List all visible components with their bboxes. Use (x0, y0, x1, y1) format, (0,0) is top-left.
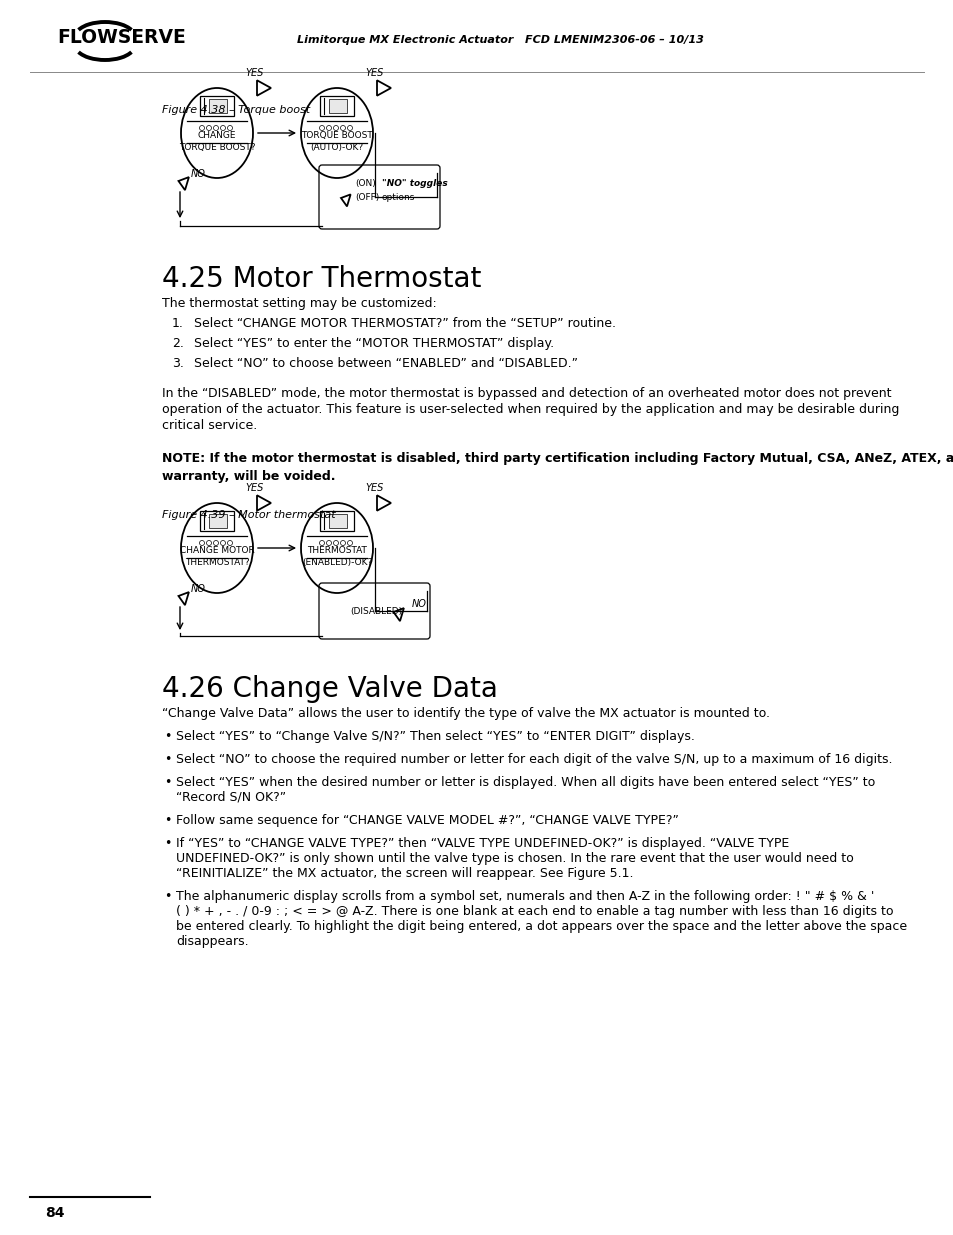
Text: ( ) * + , - . / 0-9 : ; < = > @ A-Z. There is one blank at each end to enable a : ( ) * + , - . / 0-9 : ; < = > @ A-Z. The… (175, 905, 893, 918)
Text: options: options (381, 193, 415, 203)
Text: YES: YES (365, 68, 384, 78)
Text: NOTE: If the motor thermostat is disabled, third party certification including F: NOTE: If the motor thermostat is disable… (162, 452, 953, 466)
Text: Limitorque MX Electronic Actuator   FCD LMENIM2306-06 – 10/13: Limitorque MX Electronic Actuator FCD LM… (296, 35, 702, 44)
Text: NO: NO (412, 599, 426, 609)
Text: Figure 4.38 – Torque boost: Figure 4.38 – Torque boost (162, 105, 310, 115)
Text: “Change Valve Data” allows the user to identify the type of valve the MX actuato: “Change Valve Data” allows the user to i… (162, 706, 769, 720)
Text: NO: NO (191, 169, 206, 179)
Text: operation of the actuator. This feature is user-selected when required by the ap: operation of the actuator. This feature … (162, 403, 899, 416)
Text: Select “YES” to “Change Valve S/N?” Then select “YES” to “ENTER DIGIT” displays.: Select “YES” to “Change Valve S/N?” Then… (175, 730, 694, 743)
Text: YES: YES (246, 68, 264, 78)
FancyBboxPatch shape (209, 99, 227, 112)
Text: •: • (164, 776, 172, 789)
FancyBboxPatch shape (329, 99, 347, 112)
Text: UNDEFINED-OK?” is only shown until the valve type is chosen. In the rare event t: UNDEFINED-OK?” is only shown until the v… (175, 852, 853, 864)
Text: The alphanumeric display scrolls from a symbol set, numerals and then A-Z in the: The alphanumeric display scrolls from a … (175, 890, 874, 903)
Text: •: • (164, 753, 172, 766)
Text: Select “YES” when the desired number or letter is displayed. When all digits hav: Select “YES” when the desired number or … (175, 776, 874, 789)
Text: THERMOSTAT: THERMOSTAT (307, 546, 367, 555)
Text: Select “NO” to choose between “ENABLED” and “DISABLED.”: Select “NO” to choose between “ENABLED” … (193, 357, 578, 370)
Text: TORQUE BOOST: TORQUE BOOST (301, 131, 373, 140)
Text: “REINITIALIZE” the MX actuator, the screen will reappear. See Figure 5.1.: “REINITIALIZE” the MX actuator, the scre… (175, 867, 633, 881)
Text: 4.25 Motor Thermostat: 4.25 Motor Thermostat (162, 266, 481, 293)
Text: TORQUE BOOST?: TORQUE BOOST? (178, 142, 255, 152)
Text: critical service.: critical service. (162, 419, 257, 432)
Text: •: • (164, 730, 172, 743)
Text: •: • (164, 814, 172, 827)
Text: Figure 4.39 – Motor thermostat: Figure 4.39 – Motor thermostat (162, 510, 335, 520)
FancyBboxPatch shape (329, 514, 347, 529)
Text: In the “DISABLED” mode, the motor thermostat is bypassed and detection of an ove: In the “DISABLED” mode, the motor thermo… (162, 387, 890, 400)
Text: (AUTO)-OK?: (AUTO)-OK? (310, 142, 363, 152)
FancyBboxPatch shape (209, 514, 227, 529)
Text: THERMOSTAT?: THERMOSTAT? (185, 557, 249, 567)
Text: Follow same sequence for “CHANGE VALVE MODEL #?”, “CHANGE VALVE TYPE?”: Follow same sequence for “CHANGE VALVE M… (175, 814, 679, 827)
Text: YES: YES (246, 483, 264, 493)
Text: 3.: 3. (172, 357, 184, 370)
Text: If “YES” to “CHANGE VALVE TYPE?” then “VALVE TYPE UNDEFINED-OK?” is displayed. “: If “YES” to “CHANGE VALVE TYPE?” then “V… (175, 837, 788, 850)
Text: (OFF): (OFF) (355, 193, 379, 203)
Text: "NO" toggles: "NO" toggles (381, 179, 447, 188)
Text: 2.: 2. (172, 337, 184, 350)
Text: •: • (164, 890, 172, 903)
Text: warranty, will be voided.: warranty, will be voided. (162, 471, 335, 483)
Text: (ON): (ON) (355, 179, 375, 188)
Text: Select “NO” to choose the required number or letter for each digit of the valve : Select “NO” to choose the required numbe… (175, 753, 892, 766)
Text: YES: YES (365, 483, 384, 493)
Text: (DISABLED): (DISABLED) (350, 606, 402, 616)
Text: Select “YES” to enter the “MOTOR THERMOSTAT” display.: Select “YES” to enter the “MOTOR THERMOS… (193, 337, 554, 350)
Text: Select “CHANGE MOTOR THERMOSTAT?” from the “SETUP” routine.: Select “CHANGE MOTOR THERMOSTAT?” from t… (193, 317, 616, 330)
Text: FLOWSERVE: FLOWSERVE (57, 27, 186, 47)
Text: “Record S/N OK?”: “Record S/N OK?” (175, 790, 286, 804)
Text: NO: NO (191, 584, 206, 594)
Text: CHANGE MOTOR: CHANGE MOTOR (179, 546, 254, 555)
Text: •: • (164, 837, 172, 850)
Text: (ENABLED)-OK?: (ENABLED)-OK? (301, 557, 372, 567)
Text: 1.: 1. (172, 317, 184, 330)
Text: The thermostat setting may be customized:: The thermostat setting may be customized… (162, 296, 436, 310)
Text: 84: 84 (45, 1207, 65, 1220)
Text: 4.26 Change Valve Data: 4.26 Change Valve Data (162, 676, 497, 703)
Text: CHANGE: CHANGE (197, 131, 236, 140)
Text: be entered clearly. To highlight the digit being entered, a dot appears over the: be entered clearly. To highlight the dig… (175, 920, 906, 932)
Text: disappears.: disappears. (175, 935, 249, 948)
